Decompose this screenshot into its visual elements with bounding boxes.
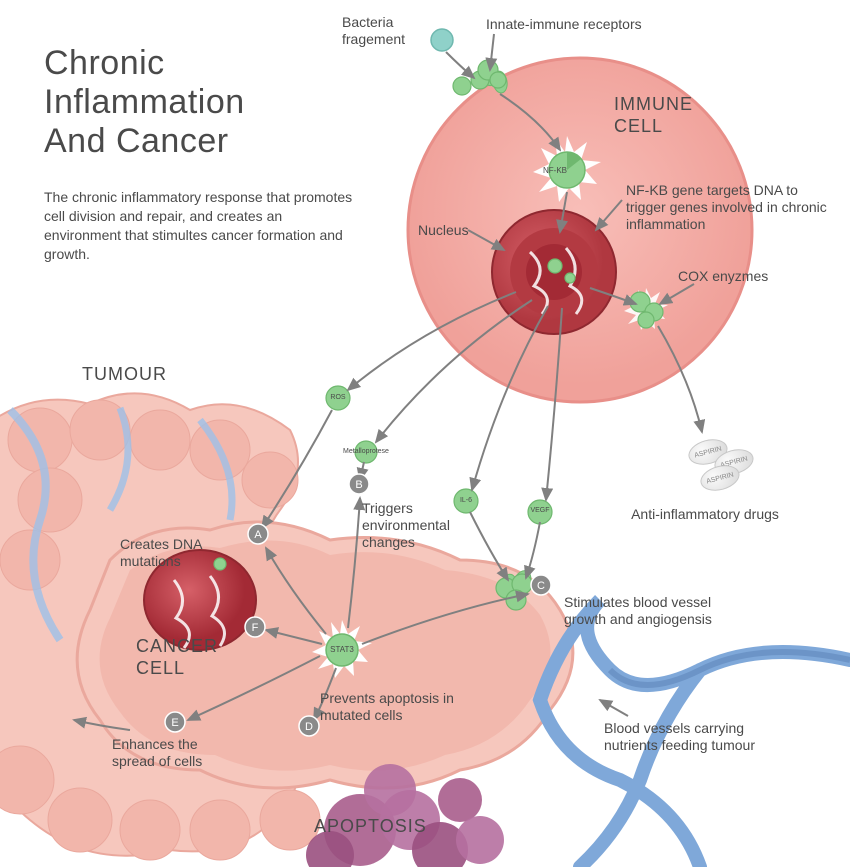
callout-nucleus: Nucleus	[418, 222, 488, 239]
callout-bacteria-fragment: Bacteria fragement	[342, 14, 432, 48]
nfkb-text: NF-KB	[542, 166, 568, 176]
svg-text:E: E	[171, 717, 178, 729]
badge-D: D	[299, 716, 319, 736]
cancer-cell-label: CANCER CELL	[136, 636, 226, 679]
callout-prevents-apoptosis: Prevents apoptosis in mutated cells	[320, 690, 480, 724]
bacteria-dot	[431, 29, 453, 51]
callout-blood-vessels: Blood vessels carrying nutrients feeding…	[604, 720, 764, 754]
svg-text:B: B	[355, 479, 362, 491]
arrow-bacteria-to-receptor	[446, 52, 474, 78]
il6-text: IL-6	[454, 497, 478, 505]
arrow-vessel-pointer	[600, 700, 628, 716]
vegf-text: VEGF	[526, 507, 554, 515]
callout-anti-inflammatory: Anti-inflammatory drugs	[630, 506, 780, 523]
badge-A: A	[248, 524, 268, 544]
svg-text:D: D	[305, 721, 313, 733]
main-title: Chronic Inflammation And Cancer	[44, 44, 245, 161]
badge-B: B	[349, 474, 369, 494]
ros-text: ROS	[326, 394, 350, 402]
callout-stimulates-vessels: Stimulates blood vessel growth and angio…	[564, 594, 734, 628]
callout-innate-receptors: Innate-immune receptors	[486, 16, 686, 33]
tumour-label: TUMOUR	[82, 364, 167, 386]
callout-triggers-env: Triggers environmental changes	[362, 500, 482, 550]
badge-E: E	[165, 712, 185, 732]
svg-text:F: F	[252, 622, 259, 634]
arrow-vegf-to-receptor	[526, 522, 540, 578]
callout-enhances-spread: Enhances the spread of cells	[112, 736, 242, 770]
stat3-text: STAT3	[326, 645, 358, 655]
subtitle: The chronic inflammatory response that p…	[44, 188, 354, 264]
callout-nfkb-desc: NF-KB gene targets DNA to trigger genes …	[626, 182, 836, 232]
callout-creates-mutations: Creates DNA mutations	[120, 536, 230, 570]
badge-C: C	[531, 575, 551, 595]
apoptosis-label: APOPTOSIS	[314, 816, 427, 838]
callout-cox: COX enyzmes	[678, 268, 798, 285]
metal-text: Metalloprotese	[336, 448, 396, 456]
svg-text:A: A	[254, 529, 262, 541]
immune-cell-label: IMMUNE CELL	[614, 94, 704, 137]
badge-F: F	[245, 617, 265, 637]
svg-text:C: C	[537, 580, 545, 592]
